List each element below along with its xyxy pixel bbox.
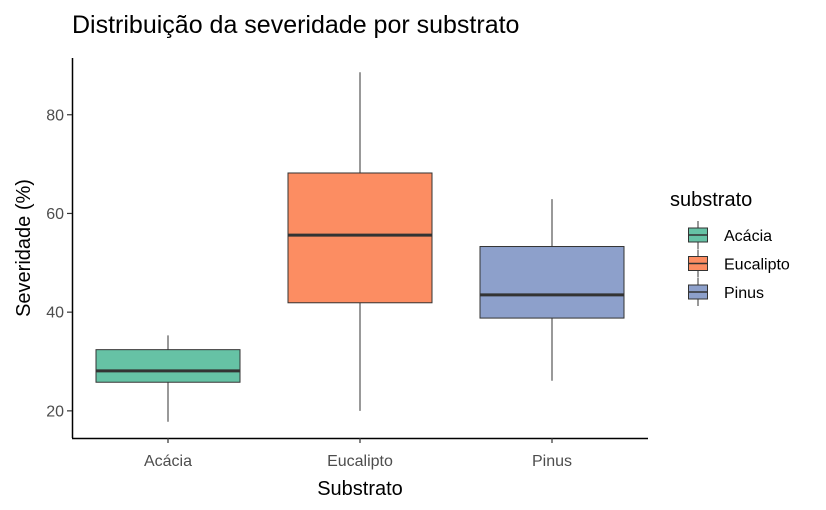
y-axis-title: Severidade (%) — [13, 179, 35, 317]
legend-item: Pinus — [688, 278, 764, 306]
x-tick-label: Pinus — [532, 453, 572, 470]
box-body — [479, 246, 625, 319]
x-tick-label: Eucalipto — [327, 453, 393, 470]
legend-title: substrato — [670, 189, 752, 211]
chart-title: Distribuição da severidade por substrato — [72, 11, 519, 39]
x-axis-title: Substrato — [317, 478, 403, 500]
box-pinus — [479, 199, 625, 381]
legend-item: Acácia — [688, 221, 772, 249]
box-body — [287, 172, 433, 304]
box-body — [95, 349, 241, 383]
box-acácia — [95, 335, 241, 422]
legend-label: Pinus — [724, 285, 764, 302]
y-tick-label: 20 — [46, 403, 64, 420]
legend-label: Acácia — [724, 228, 772, 245]
legend-label: Eucalipto — [724, 257, 790, 274]
x-tick-label: Acácia — [144, 453, 192, 470]
y-tick-label: 80 — [46, 107, 64, 124]
legend-item: Eucalipto — [688, 249, 790, 278]
legend: substrato Acácia Eucalipto Pinus — [670, 189, 790, 306]
box-eucalipto — [287, 72, 433, 411]
x-axis-ticks: Acácia Eucalipto Pinus — [144, 438, 572, 470]
plot-area — [95, 72, 625, 422]
y-tick-label: 40 — [46, 305, 64, 322]
y-tick-label: 60 — [46, 206, 64, 223]
legend-items: Acácia Eucalipto Pinus — [688, 221, 790, 306]
y-axis-ticks: 20 40 60 80 — [46, 107, 72, 420]
